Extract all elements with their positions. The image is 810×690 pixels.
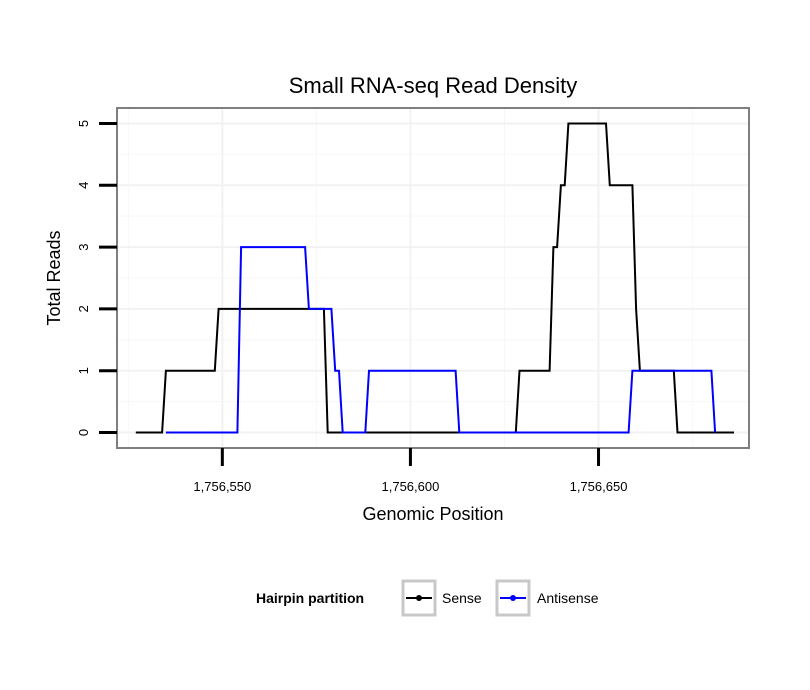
y-tick-label: 3 [76, 243, 91, 250]
chart-title: Small RNA-seq Read Density [289, 73, 578, 98]
y-tick-label: 2 [76, 305, 91, 312]
y-tick-label: 5 [76, 120, 91, 127]
y-axis-title: Total Reads [44, 230, 64, 325]
x-tick-label: 1,756,550 [193, 479, 251, 494]
x-tick-label: 1,756,650 [570, 479, 628, 494]
y-tick-label: 1 [76, 367, 91, 374]
series-line-antisense [165, 246, 717, 434]
y-tick-label: 4 [76, 182, 91, 189]
legend-title: Hairpin partition [256, 590, 364, 606]
x-tick-label: 1,756,600 [382, 479, 440, 494]
legend-label-sense: Sense [442, 590, 482, 606]
series-line-sense [135, 122, 734, 434]
x-axis: 1,756,550 1,756,600 1,756,650 [193, 448, 627, 494]
y-axis: 0 1 2 3 4 5 [76, 120, 117, 436]
grid-lines [117, 108, 749, 448]
panel-border [116, 107, 750, 449]
x-axis-title: Genomic Position [362, 504, 503, 524]
legend-point-antisense [510, 595, 516, 601]
legend-key-sense [401, 579, 437, 617]
legend-point-sense [416, 595, 422, 601]
legend-key-antisense [495, 579, 531, 617]
legend: Hairpin partition Sense Antisense [256, 579, 599, 617]
legend-label-antisense: Antisense [537, 590, 599, 606]
plot-series [135, 122, 734, 434]
y-tick-label: 0 [76, 429, 91, 436]
